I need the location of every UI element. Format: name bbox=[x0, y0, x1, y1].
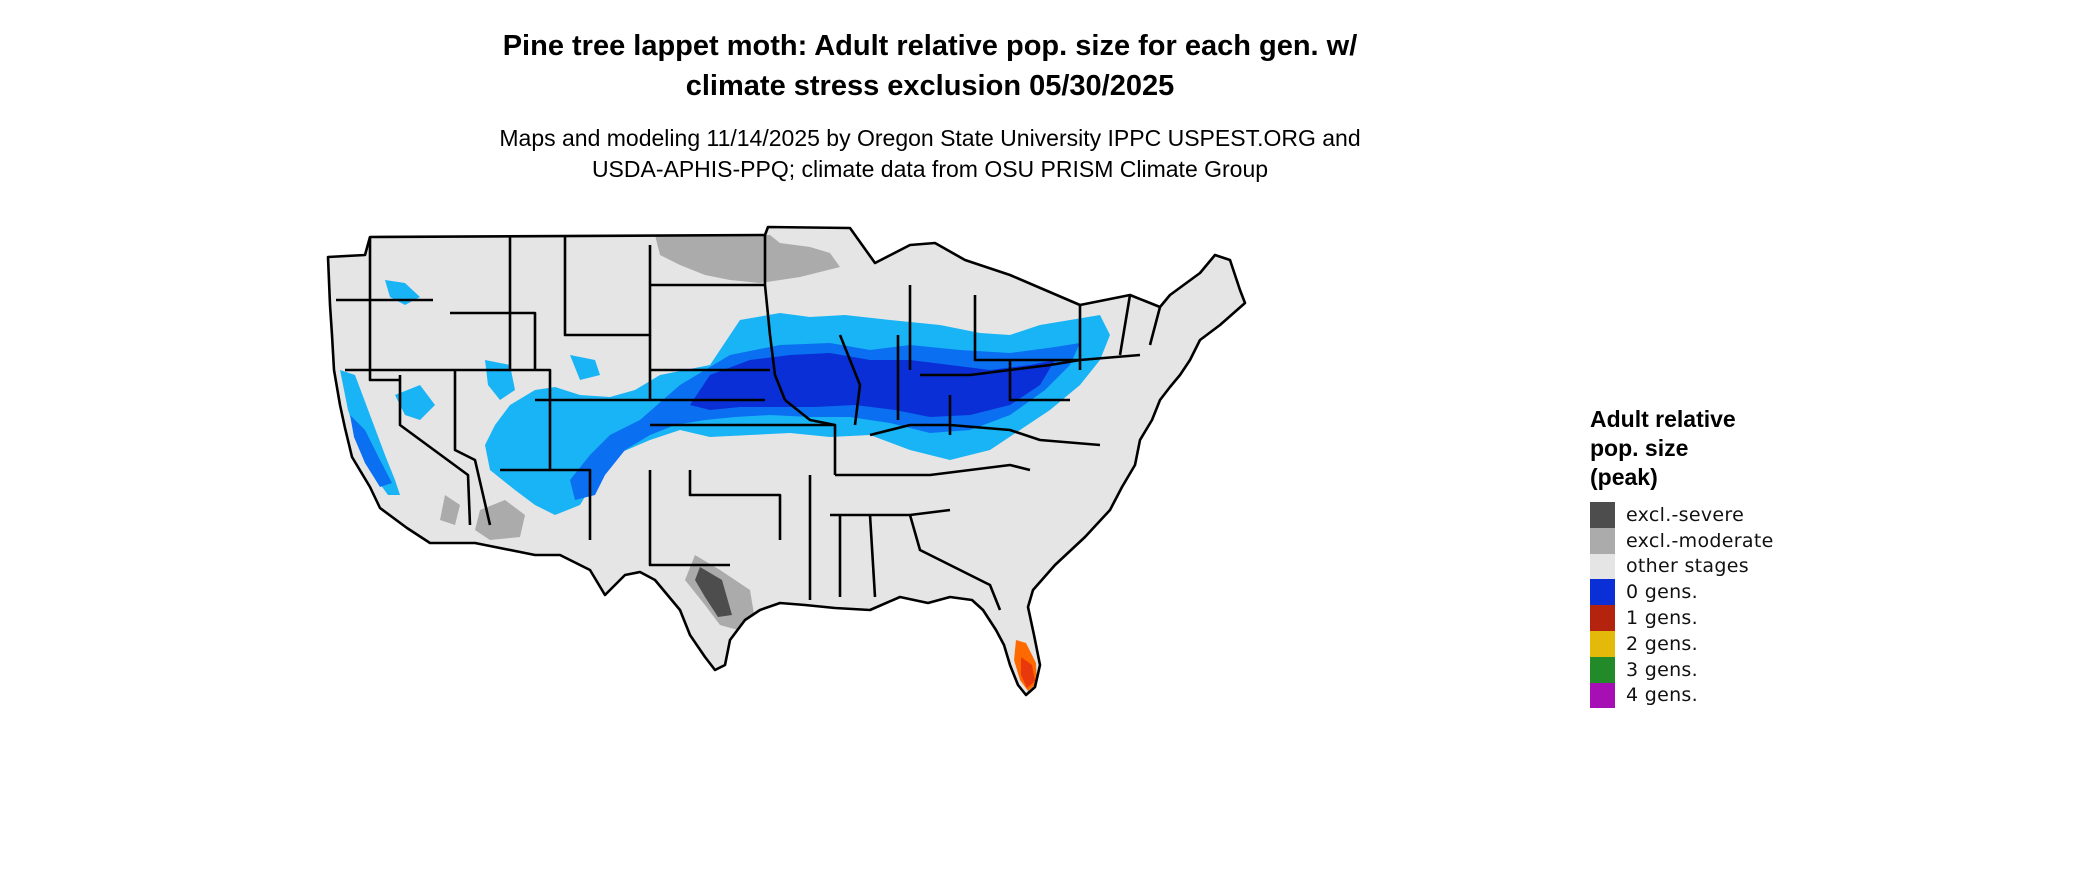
legend-item-other-stages: other stages bbox=[1590, 553, 1850, 580]
range-light-blue-nevada bbox=[395, 385, 435, 420]
legend-item-excl-severe: excl.-severe bbox=[1590, 502, 1850, 528]
legend-title-line-3: (peak) bbox=[1590, 464, 1658, 490]
range-dark-blue bbox=[690, 353, 1055, 417]
legend-label: 0 gens. bbox=[1626, 581, 1698, 604]
legend-label: excl.-moderate bbox=[1626, 529, 1774, 552]
subtitle-line-1: Maps and modeling 11/14/2025 by Oregon S… bbox=[499, 125, 1361, 151]
land-base bbox=[328, 227, 1245, 695]
legend-item-3-gens: 3 gens. bbox=[1590, 656, 1850, 683]
legend-label: excl.-severe bbox=[1626, 503, 1745, 526]
title-line-2: climate stress exclusion 05/30/2025 bbox=[685, 70, 1175, 102]
legend-swatch bbox=[1590, 656, 1615, 683]
range-mid-blue-west bbox=[350, 415, 392, 487]
legend-item-2-gens: 2 gens. bbox=[1590, 630, 1850, 657]
legend-swatch bbox=[1590, 682, 1615, 709]
range-light-blue-colorado bbox=[570, 355, 600, 380]
title-line-1: Pine tree lappet moth: Adult relative po… bbox=[502, 30, 1358, 62]
legend-label: 3 gens. bbox=[1626, 658, 1698, 681]
map-title: Pine tree lappet moth: Adult relative po… bbox=[380, 26, 1480, 106]
legend-title-line-1: Adult relative bbox=[1590, 406, 1736, 432]
legend-item-4-gens: 4 gens. bbox=[1590, 682, 1850, 709]
legend-items: excl.-severe excl.-moderate other stages… bbox=[1590, 502, 1850, 709]
map-subtitle: Maps and modeling 11/14/2025 by Oregon S… bbox=[380, 123, 1480, 185]
legend-item-excl-moderate: excl.-moderate bbox=[1590, 527, 1850, 554]
legend-item-0-gens: 0 gens. bbox=[1590, 579, 1850, 606]
us-map bbox=[310, 225, 1550, 890]
legend-title: Adult relative pop. size (peak) bbox=[1590, 405, 1790, 492]
excl-severe-texas bbox=[695, 567, 732, 617]
legend-swatch bbox=[1590, 502, 1615, 528]
excl-moderate-california bbox=[440, 495, 460, 525]
legend-label: 1 gens. bbox=[1626, 607, 1698, 630]
legend-label: 2 gens. bbox=[1626, 632, 1698, 655]
legend-swatch bbox=[1590, 579, 1615, 606]
legend-swatch bbox=[1590, 630, 1615, 657]
subtitle-line-2: USDA-APHIS-PPQ; climate data from OSU PR… bbox=[591, 156, 1269, 182]
legend-item-1-gens: 1 gens. bbox=[1590, 605, 1850, 631]
legend-swatch bbox=[1590, 527, 1615, 554]
legend-label: other stages bbox=[1626, 555, 1749, 578]
florida-red-zone bbox=[1021, 657, 1035, 688]
legend-label: 4 gens. bbox=[1626, 684, 1698, 707]
legend: Adult relative pop. size (peak) excl.-se… bbox=[1590, 405, 1850, 709]
excl-moderate-north bbox=[655, 235, 840, 283]
legend-swatch bbox=[1590, 605, 1615, 631]
range-light-blue-west bbox=[340, 370, 400, 495]
legend-swatch bbox=[1590, 553, 1615, 580]
state-borders bbox=[326, 225, 1247, 697]
legend-title-line-2: pop. size bbox=[1590, 435, 1689, 461]
